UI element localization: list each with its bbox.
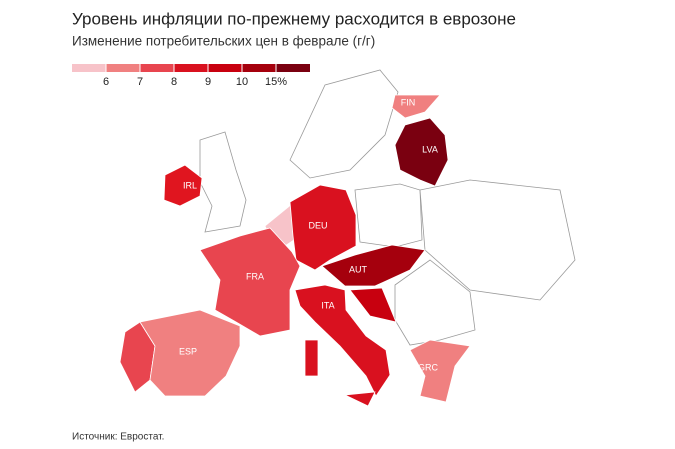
country [394, 117, 449, 187]
country [289, 184, 357, 271]
legend-swatch [242, 64, 276, 72]
land [419, 179, 576, 301]
land [354, 183, 423, 248]
title: Уровень инфляции по-прежнему расходится … [72, 9, 516, 28]
country [409, 339, 471, 403]
legend-label: 10 [236, 76, 248, 88]
land [199, 131, 247, 233]
country-label: AUT [349, 264, 368, 274]
country [321, 244, 426, 287]
legend-swatch [140, 64, 174, 72]
country-label: IRL [183, 180, 197, 190]
land [289, 69, 399, 179]
country-label: LVA [422, 144, 438, 154]
map: FIN LVA IRL DEU FRA AUT ITA ESP GRC [119, 69, 576, 407]
legend-swatch [174, 64, 208, 72]
country [343, 391, 376, 407]
legend-label: 7 [137, 76, 143, 88]
country [294, 284, 391, 397]
legend-label: 8 [171, 76, 177, 88]
legend-label: 15% [265, 76, 287, 88]
source: Источник: Евростат. [72, 432, 164, 443]
country [139, 309, 241, 397]
legend: 6 7 8 9 10 15% [72, 64, 310, 88]
country-label: ITA [321, 300, 334, 310]
country-label: FRA [246, 271, 264, 281]
country [199, 227, 301, 337]
legend-swatch [72, 64, 106, 72]
legend-swatch [106, 64, 140, 72]
country-label: FIN [401, 97, 416, 107]
country-label: DEU [308, 220, 327, 230]
subtitle: Изменение потребительских цен в феврале … [72, 34, 375, 49]
country [349, 287, 397, 323]
country-label: GRC [418, 362, 439, 372]
country [163, 164, 203, 207]
legend-swatch [208, 64, 242, 72]
legend-swatch [276, 64, 310, 72]
land [394, 259, 476, 346]
legend-label: 9 [205, 76, 211, 88]
country-label: ESP [179, 346, 197, 356]
country [391, 94, 441, 119]
country [304, 339, 319, 377]
legend-label: 6 [103, 76, 109, 88]
